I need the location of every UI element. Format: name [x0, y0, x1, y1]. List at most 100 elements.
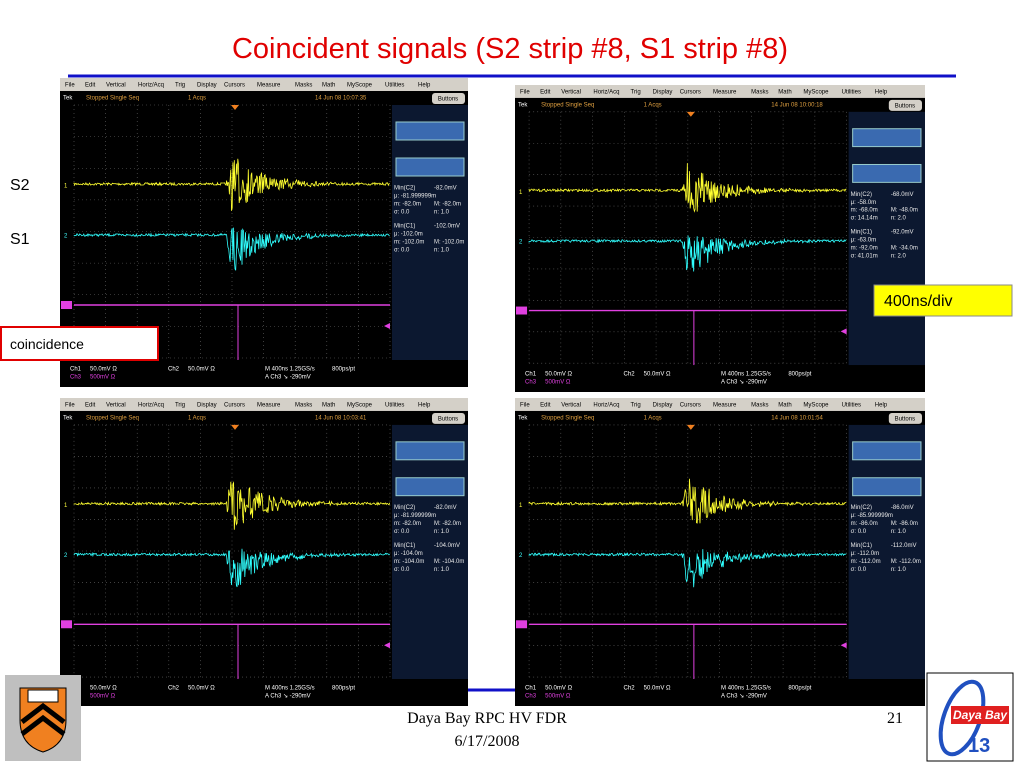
acq-mode: Stopped Single Seq: [541, 102, 594, 108]
measurement: M: -82.0m: [434, 521, 461, 527]
measurement: n: 1.0: [434, 529, 450, 535]
buttons-label: Buttons: [895, 103, 915, 109]
side-button: [395, 477, 465, 497]
channel-readout: Ch2: [168, 367, 180, 373]
channel-marker: 1: [64, 184, 68, 190]
side-button: [395, 441, 465, 461]
scope-brand: Tek: [63, 96, 73, 102]
buttons-button: [888, 412, 922, 424]
measurement: Min(C2): [851, 505, 872, 511]
channel-marker: 1: [519, 503, 523, 509]
trigger-level: [840, 642, 847, 649]
acq-mode: Stopped Single Seq: [541, 416, 594, 422]
menu-item: Cursors: [224, 83, 245, 89]
waveform: [528, 235, 847, 272]
acq-count: 1 Acqs: [188, 416, 206, 422]
menu-item: Measure: [713, 90, 737, 96]
measurement: Min(C1): [851, 543, 872, 549]
channel-readout: Ch1: [70, 367, 82, 373]
timebase-label: 400ns/div: [884, 293, 953, 310]
menu-item: Utilities: [385, 83, 404, 89]
channel-marker: 2: [519, 553, 523, 559]
measurement: m: -102.0m: [394, 240, 424, 246]
measurement: m: -82.0m: [394, 202, 421, 208]
menu-item: Horiz/Acq: [593, 403, 619, 409]
menu-item: Edit: [540, 90, 551, 96]
menu-item: Cursors: [224, 403, 245, 409]
side-button: [395, 121, 465, 141]
channel-readout: 50.0mV Ω: [90, 367, 117, 373]
buttons-button: [432, 412, 465, 424]
oscilloscope: File Edit Vertical Horiz/Acq Trig Display Curs…: [515, 398, 925, 706]
channel-readout: Ch2: [624, 686, 636, 692]
acq-count: 1 Acqs: [644, 102, 662, 108]
side-button: [852, 128, 922, 148]
menu-item: Edit: [85, 403, 96, 409]
timestamp: 14 Jun 08 10:07:35: [315, 96, 367, 102]
menu-item: Masks: [295, 83, 312, 89]
measurement: n: 2.0: [891, 253, 907, 259]
page-number: 21: [887, 710, 903, 727]
menu-item: Display: [653, 403, 673, 409]
menu-item: Math: [778, 90, 791, 96]
side-button: [852, 477, 922, 497]
readout-bar: [60, 360, 468, 387]
measurement: Min(C1): [394, 543, 415, 549]
readout-bar: [515, 679, 925, 706]
footer-event: Daya Bay RPC HV FDR: [407, 710, 567, 727]
waveform: [528, 163, 847, 213]
menu-item: Edit: [85, 83, 96, 89]
menu-item: File: [520, 90, 530, 96]
measurement: μ: -112.0m: [851, 551, 879, 557]
waveform: [73, 548, 390, 588]
acq-mode: Stopped Single Seq: [86, 416, 139, 422]
menu-bar: [60, 398, 468, 411]
measurement: n: 2.0: [891, 216, 907, 222]
logo-name: Daya Bay: [953, 708, 1008, 722]
measurement: -104.0mV: [434, 543, 460, 549]
menu-bar: [60, 78, 468, 91]
measurement: σ: 0.0: [851, 567, 867, 573]
side-panel: [392, 105, 468, 360]
buttons-label: Buttons: [895, 417, 915, 423]
menu-item: Utilities: [842, 403, 861, 409]
menu-item: Horiz/Acq: [138, 83, 164, 89]
trigger-level: [840, 328, 847, 335]
side-button: [852, 441, 922, 461]
channel-readout: M 400ns 1.25GS/s: [265, 686, 315, 692]
timestamp: 14 Jun 08 10:03:41: [315, 416, 367, 422]
menu-item: Help: [875, 90, 888, 96]
measurement: M: -34.0m: [891, 246, 918, 252]
channel-readout: 50.0mV Ω: [644, 686, 671, 692]
channel-marker: [61, 301, 72, 309]
waveform: [528, 478, 847, 524]
menu-item: File: [520, 403, 530, 409]
scope-brand: Tek: [518, 102, 527, 108]
scope-brand: Tek: [518, 416, 528, 422]
trigger-marker: [231, 105, 239, 110]
buttons-label: Buttons: [438, 417, 458, 423]
channel-readout: Ch1: [525, 686, 537, 692]
measurement: M: -102.0m: [434, 240, 464, 246]
menu-bar: [515, 398, 925, 411]
trigger-level: [384, 323, 390, 329]
measurement: M: -48.0m: [891, 208, 918, 214]
readout-bar: [515, 365, 925, 392]
measurement: n: 1.0: [891, 529, 907, 535]
menu-item: Help: [418, 403, 431, 409]
measurement: -82.0mV: [434, 505, 457, 511]
buttons-button: [888, 99, 922, 111]
channel-marker: [516, 306, 528, 315]
side-panel: [848, 424, 925, 680]
channel-marker: [516, 620, 528, 629]
measurement: -86.0mV: [891, 505, 914, 511]
measurement: -112.0mV: [891, 543, 917, 549]
menu-item: Display: [197, 403, 217, 409]
measurement: Min(C2): [851, 192, 872, 198]
menu-item: File: [65, 403, 75, 409]
oscilloscope: File Edit Vertical Horiz/Acq Trig Display Curs…: [515, 85, 925, 392]
channel-readout: 800ps/pt: [788, 372, 811, 378]
readout-bar: [60, 679, 468, 706]
measurement: μ: -58.0m: [851, 200, 877, 206]
channel-readout: Ch1: [525, 372, 537, 378]
